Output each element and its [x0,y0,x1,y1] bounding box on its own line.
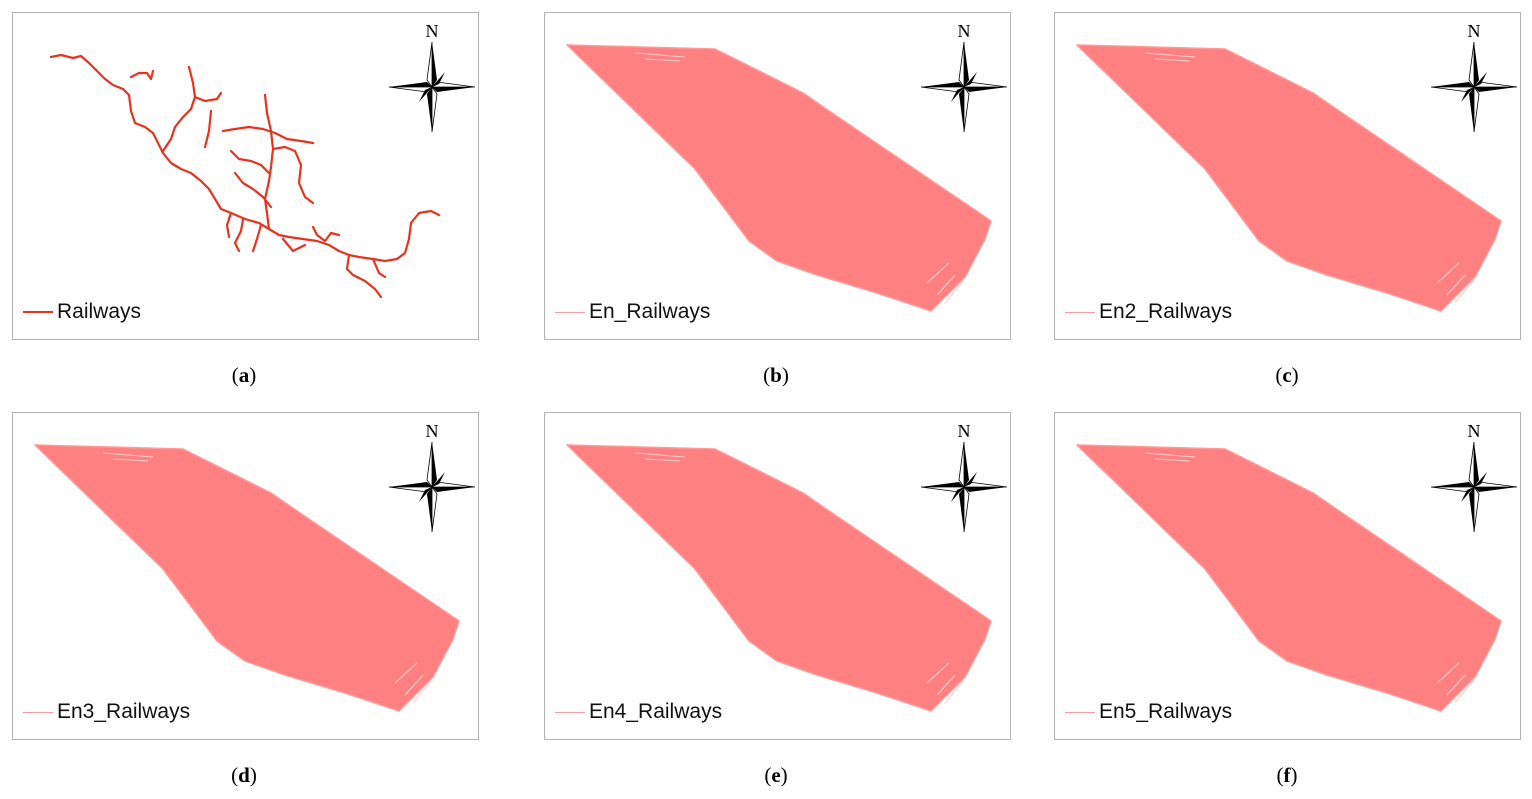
north-label: N [425,21,439,41]
legend-label: Railways [57,300,142,323]
north-label: N [1467,421,1481,441]
map-panel-d: N En3_Railways [12,412,479,740]
legend: En3_Railways [23,699,190,725]
caption-f: (f) [1276,763,1298,787]
railway-network-map [49,53,441,299]
north-label: N [1467,21,1481,41]
compass-rose-icon [1430,441,1518,533]
map-panel-a: N Railways [12,12,479,340]
legend: En_Railways [555,299,710,325]
legend-swatch [23,311,53,313]
north-arrow: N [1429,421,1519,534]
map-panel-e: N En4_Railways [544,412,1011,740]
map-panel-c: N En2_Railways [1054,12,1521,340]
legend-label: En_Railways [589,300,711,323]
map-panel-f: N En5_Railways [1054,412,1521,740]
compass-rose-icon [388,41,476,133]
compass-rose-icon [388,441,476,533]
caption-a: (a) [231,363,257,387]
north-arrow: N [1429,21,1519,134]
buffer-zone-map [566,444,992,712]
legend-swatch [1065,311,1095,313]
caption-d: (d) [231,763,257,787]
legend-label: En2_Railways [1099,300,1233,323]
legend-swatch [23,711,53,713]
legend: En5_Railways [1065,699,1232,725]
compass-rose-icon [920,441,1008,533]
north-arrow: N [387,21,477,134]
north-label: N [957,21,971,41]
legend: En4_Railways [555,699,722,725]
legend-label: En4_Railways [589,700,723,723]
north-arrow: N [919,421,1009,534]
north-arrow: N [919,21,1009,134]
legend-swatch [1065,711,1095,713]
buffer-zone-map [34,444,460,712]
legend: En2_Railways [1065,299,1232,325]
legend-swatch [555,311,585,313]
buffer-zone-map [1076,44,1502,312]
legend-swatch [555,711,585,713]
north-arrow: N [387,421,477,534]
buffer-zone-map [1076,444,1502,712]
north-label: N [425,421,439,441]
compass-rose-icon [1430,41,1518,133]
caption-e: (e) [764,763,788,787]
compass-rose-icon [920,41,1008,133]
map-panel-b: N En_Railways [544,12,1011,340]
legend-label: En5_Railways [1099,700,1233,723]
buffer-zone-map [566,44,992,312]
legend: Railways [23,299,141,325]
north-label: N [957,421,971,441]
caption-b: (b) [763,363,789,387]
legend-label: En3_Railways [57,700,191,723]
caption-c: (c) [1275,363,1299,387]
